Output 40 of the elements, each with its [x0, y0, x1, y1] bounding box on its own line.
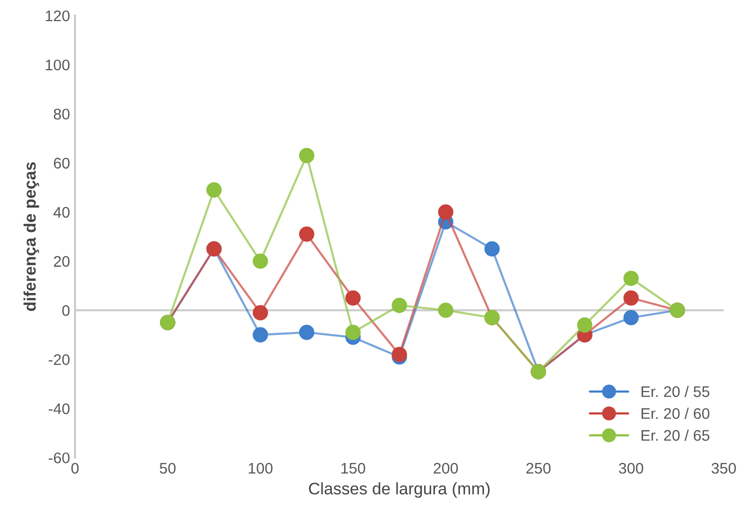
x-tick-label: 100	[248, 462, 273, 474]
x-tick-label: 350	[712, 462, 736, 474]
point	[252, 305, 268, 320]
point	[206, 182, 222, 198]
x-tick-label: 250	[526, 462, 551, 474]
y-axis-title: diferença de peças	[24, 162, 40, 311]
y-tick-label: 100	[46, 60, 70, 70]
legend-label: Er. 20 / 60	[642, 408, 710, 419]
point	[438, 204, 454, 220]
y-tick-label: 60	[54, 158, 70, 169]
point	[299, 148, 314, 164]
y-tick-label: 0	[62, 305, 70, 316]
x-tick-label: 200	[434, 462, 458, 474]
y-tick-label: 20	[54, 256, 70, 267]
y-tick-label: 120	[46, 10, 70, 22]
x-tick-label: 0	[71, 462, 79, 474]
y-tick-label: 40	[54, 206, 70, 218]
y-tick-label: 80	[54, 108, 70, 120]
x-tick-label: 150	[341, 462, 366, 474]
x-axis-title: Classes de largura (mm)	[309, 482, 490, 498]
point	[392, 298, 408, 313]
point	[252, 327, 268, 342]
y-tick-label: -40	[48, 403, 70, 414]
point	[623, 310, 639, 326]
point	[252, 254, 268, 269]
x-tick-label: 50	[160, 462, 176, 474]
legend-label: Er. 20 / 65	[642, 430, 710, 441]
legend-label: Er. 20 / 55	[642, 386, 710, 398]
point	[299, 324, 314, 340]
point	[345, 290, 361, 306]
x-tick-label: 300	[618, 462, 644, 474]
y-tick-label: -60	[48, 452, 70, 464]
point	[623, 270, 639, 286]
point	[345, 324, 361, 340]
point	[484, 241, 500, 257]
point	[299, 226, 314, 242]
point	[623, 290, 639, 306]
point	[577, 317, 592, 333]
point	[438, 302, 454, 318]
y-tick-label: -20	[48, 354, 70, 366]
